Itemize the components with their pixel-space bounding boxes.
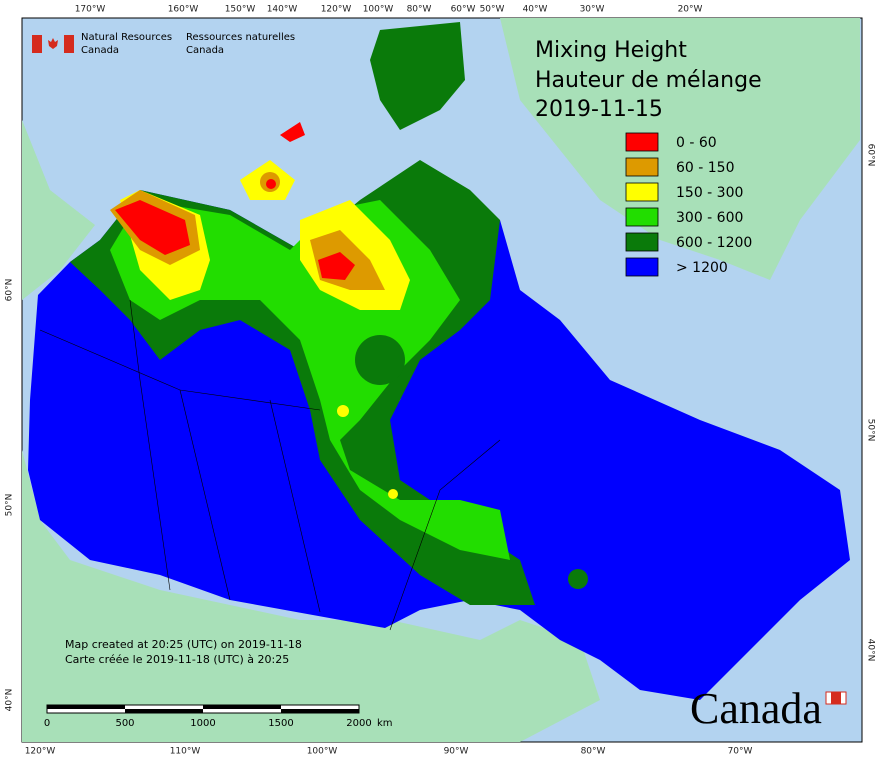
usa — [22, 450, 600, 742]
flag-bar — [32, 35, 42, 53]
graticule-label: 120°W — [25, 747, 56, 757]
zone-0-60 — [266, 179, 276, 189]
legend-label: 300 - 600 — [676, 210, 743, 226]
zone-600-1200 — [568, 569, 588, 589]
wordmark: Canada — [690, 684, 822, 733]
zone-600-1200 — [370, 22, 465, 130]
zone-150-300 — [388, 489, 398, 499]
scale-bar-segment — [125, 709, 203, 713]
scale-bar-segment — [47, 705, 125, 709]
zone-0-60 — [280, 122, 305, 142]
scale-bar-segment — [203, 705, 281, 709]
zone-300-600 — [110, 200, 510, 560]
logo-text: Ressources naturelles — [186, 32, 295, 43]
graticule-label: 140°W — [267, 5, 298, 15]
graticule-label: 80°W — [407, 5, 432, 15]
legend-label: 60 - 150 — [676, 160, 735, 176]
legend-label: 600 - 1200 — [676, 235, 752, 251]
flag-bar — [64, 35, 74, 53]
scale-label: 500 — [115, 718, 134, 729]
graticule-label: 50°W — [480, 5, 505, 15]
note: Carte créée le 2019-11-18 (UTC) à 20:25 — [65, 653, 289, 666]
legend-swatch — [625, 157, 659, 177]
graticule-label: 70°W — [728, 747, 753, 757]
legend-swatch — [625, 257, 659, 277]
graticule-label: 60°W — [451, 5, 476, 15]
graticule-label: 60°N — [5, 279, 15, 302]
legend-swatch — [625, 232, 659, 252]
legend-swatch — [625, 207, 659, 227]
legend-label: > 1200 — [676, 260, 728, 276]
greenland — [500, 18, 860, 280]
alaska-siberia — [22, 18, 95, 300]
graticule-label: 120°W — [321, 5, 352, 15]
zone-600-1200 — [355, 335, 405, 385]
zone-150-300 — [337, 405, 349, 417]
title: 2019-11-15 — [535, 97, 663, 122]
wordmark-flag — [831, 692, 841, 704]
logo-text: Canada — [81, 45, 119, 56]
scale-label: 0 — [44, 718, 50, 729]
scale-label: 1500 — [268, 718, 293, 729]
scale-label: 1000 — [190, 718, 215, 729]
scale-bar-segment — [281, 709, 359, 713]
zone-0-60 — [318, 252, 355, 280]
scale-unit: km — [377, 718, 393, 729]
graticule-label: 50°N — [866, 419, 876, 442]
logo-text: Natural Resources — [81, 32, 172, 43]
legend-swatch — [625, 132, 659, 152]
graticule-label: 40°W — [523, 5, 548, 15]
legend-label: 150 - 300 — [676, 185, 743, 201]
graticule-label: 80°W — [581, 747, 606, 757]
note: Map created at 20:25 (UTC) on 2019-11-18 — [65, 638, 302, 651]
graticule-label: 60°N — [866, 144, 876, 167]
title: Mixing Height — [535, 38, 687, 63]
logo-text: Canada — [186, 45, 224, 56]
graticule-label: 40°N — [5, 689, 15, 712]
legend-label: 0 - 60 — [676, 135, 717, 151]
graticule-label: 170°W — [75, 5, 106, 15]
graticule-label: 40°N — [866, 639, 876, 662]
zone-0-60 — [115, 200, 190, 255]
graticule-label: 110°W — [170, 747, 201, 757]
graticule-label: 90°W — [444, 747, 469, 757]
graticule-label: 160°W — [168, 5, 199, 15]
graticule-label: 50°N — [5, 494, 15, 517]
graticule-label: 150°W — [225, 5, 256, 15]
flag-leaf — [48, 38, 58, 49]
title: Hauteur de mélange — [535, 68, 762, 93]
scale-label: 2000 — [346, 718, 371, 729]
graticule-label: 100°W — [363, 5, 394, 15]
graticule-label: 30°W — [580, 5, 605, 15]
borders — [39, 299, 501, 631]
graticule-label: 100°W — [307, 747, 338, 757]
legend-swatch — [625, 182, 659, 202]
logo: Natural Resources Canada Ressources natu… — [32, 32, 295, 56]
graticule-label: 20°W — [678, 5, 703, 15]
